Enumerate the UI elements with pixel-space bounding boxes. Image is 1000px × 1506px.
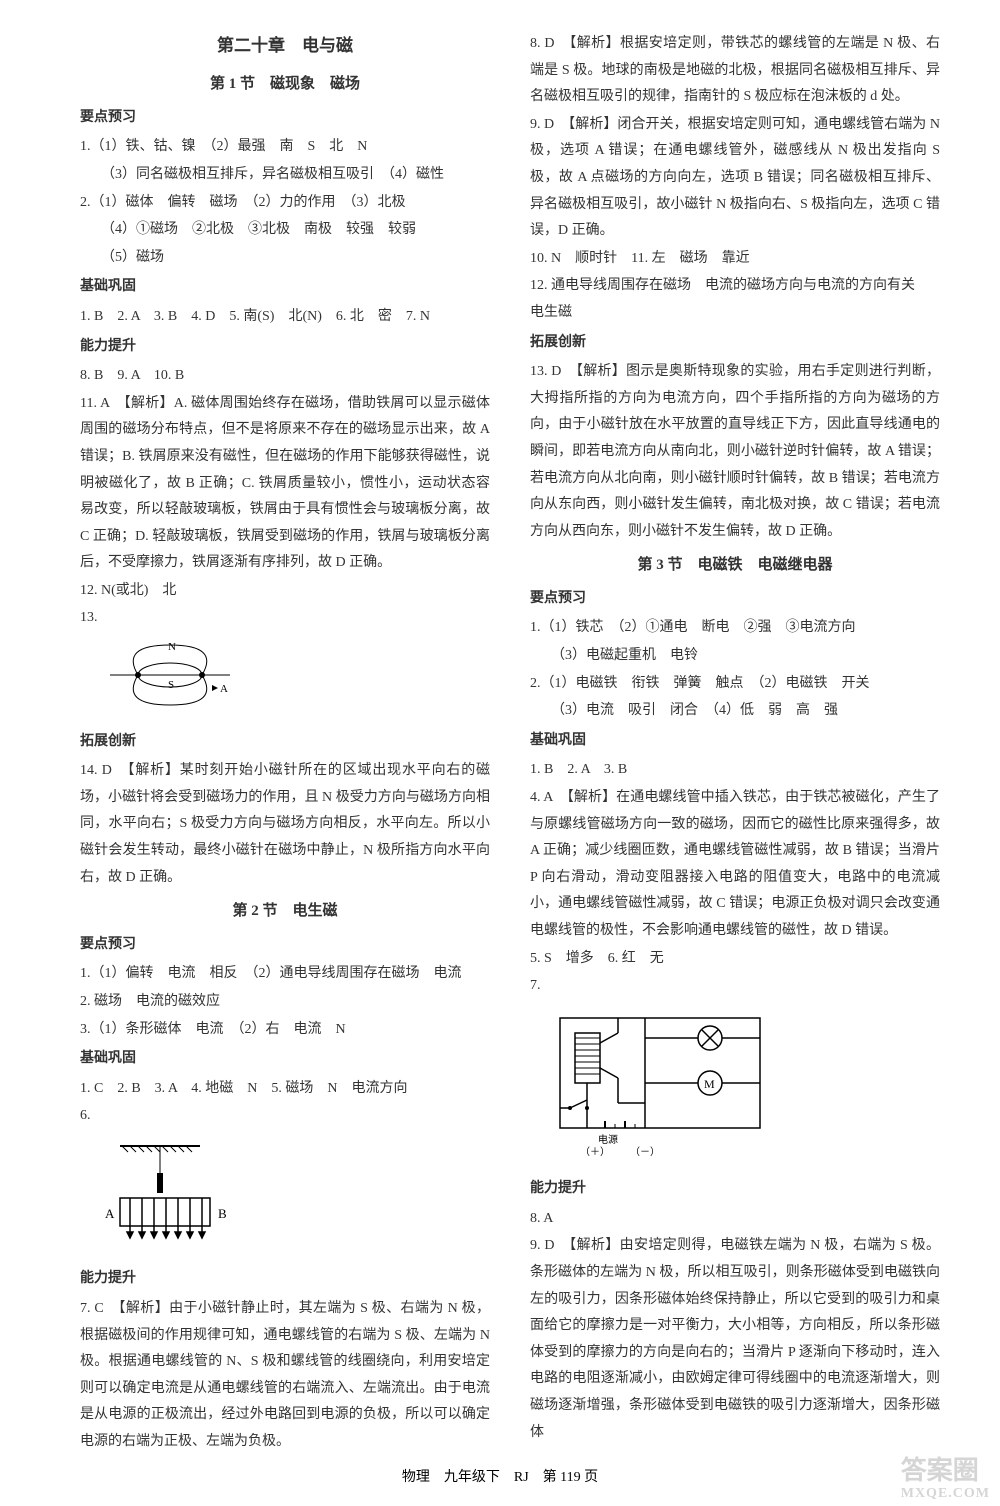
chapter-title: 第二十章 电与磁 [80, 30, 490, 62]
section-1-title: 第 1 节 磁现象 磁场 [80, 70, 490, 99]
heading-preview-2: 要点预习 [80, 932, 490, 959]
text-label: 6. [80, 1103, 490, 1130]
right-column: 8. D 【解析】根据安培定则，带铁芯的螺线管的左端是 N 极、右端是 S 极。… [530, 30, 940, 1410]
section-3-title: 第 3 节 电磁铁 电磁继电器 [530, 551, 940, 580]
text-block: 14. D 【解析】某时刻开始小磁针所在的区域出现水平向右的磁场，小磁针将会受到… [80, 758, 490, 891]
text-line: 1.（1）铁芯 （2）①通电 断电 ②强 ③电流方向 [530, 615, 940, 642]
text-line: （4）①磁场 ②北极 ③北极 南极 较强 较弱 [80, 217, 490, 244]
page-footer: 物理 九年级下 RJ 第 119 页 [0, 1466, 1000, 1486]
section-2-title: 第 2 节 电生磁 [80, 897, 490, 926]
watermark-text: 答案圈 [901, 1457, 990, 1486]
text-line: （3）电流 吸引 闭合 （4）低 弱 高 强 [530, 698, 940, 725]
text-line: 5. S 增多 6. 红 无 [530, 946, 940, 973]
text-line: 1. B 2. A 3. B 4. D 5. 南(S) 北(N) 6. 北 密 … [80, 304, 490, 331]
heading-preview: 要点预习 [80, 105, 490, 132]
label-pos: （＋） [580, 1146, 610, 1158]
label-b: B [218, 1206, 227, 1221]
text-label: 7. [530, 973, 940, 1000]
text-line: 3.（1）条形磁体 电流 （2）右 电流 N [80, 1017, 490, 1044]
heading-improve-2: 能力提升 [80, 1266, 490, 1293]
heading-preview-3: 要点预习 [530, 586, 940, 613]
circuit-diagram: M 电源 （＋） （－） [550, 1008, 940, 1169]
solenoid-diagram: A B [100, 1138, 490, 1259]
text-line: 10. N 顺时针 11. 左 磁场 靠近 [530, 246, 940, 273]
watermark: 答案圈 MXQE.COM [901, 1457, 990, 1501]
text-line: 2.（1）磁体 偏转 磁场 （2）力的作用 （3）北极 [80, 190, 490, 217]
left-column: 第二十章 电与磁 第 1 节 磁现象 磁场 要点预习 1.（1）铁、钴、镍 （2… [80, 30, 490, 1410]
text-block: 9. D 【解析】由安培定则得，电磁铁左端为 N 极，右端为 S 极。条形磁体的… [530, 1233, 940, 1446]
text-block: 13. D 【解析】图示是奥斯特现象的实验，用右手定则进行判断，大拇指所指的方向… [530, 359, 940, 545]
magnet-field-diagram: N S A [100, 640, 490, 721]
text-line: （5）磁场 [80, 245, 490, 272]
heading-improve-3: 能力提升 [530, 1176, 940, 1203]
heading-improve: 能力提升 [80, 334, 490, 361]
text-line: 8. A [530, 1206, 940, 1233]
heading-basic: 基础巩固 [80, 274, 490, 301]
text-line: 1.（1）偏转 电流 相反 （2）通电导线周围存在磁场 电流 [80, 961, 490, 988]
label-neg: （－） [630, 1146, 660, 1158]
label-s: S [168, 679, 174, 691]
text-line: （3）电磁起重机 电铃 [530, 643, 940, 670]
text-line: 1.（1）铁、钴、镍 （2）最强 南 S 北 N [80, 134, 490, 161]
text-line: 2. 磁场 电流的磁效应 [80, 989, 490, 1016]
label-m: M [704, 1077, 715, 1091]
heading-extend: 拓展创新 [80, 729, 490, 756]
text-line: 8. B 9. A 10. B [80, 363, 490, 390]
text-line: 12. 通电导线周围存在磁场 电流的磁场方向与电流的方向有关 电生磁 [530, 273, 940, 326]
text-line: 1. C 2. B 3. A 4. 地磁 N 5. 磁场 N 电流方向 [80, 1076, 490, 1103]
text-block: 9. D 【解析】闭合开关，根据安培定则可知，通电螺线管右端为 N 极，选项 A… [530, 112, 940, 245]
text-block: 7. C 【解析】由于小磁针静止时，其左端为 S 极、右端为 N 极，根据磁极间… [80, 1296, 490, 1456]
text-line: 1. B 2. A 3. B [530, 757, 940, 784]
heading-basic-3: 基础巩固 [530, 728, 940, 755]
label-a: A [220, 683, 228, 695]
label-n: N [168, 641, 176, 653]
label-src: 电源 [598, 1133, 618, 1146]
text-line: 12. N(或北) 北 [80, 578, 490, 605]
watermark-url: MXQE.COM [901, 1486, 990, 1501]
text-block: 11. A 【解析】A. 磁体周围始终存在磁场，借助铁屑可以显示磁体周围的磁场分… [80, 391, 490, 577]
text-block: 4. A 【解析】在通电螺线管中插入铁芯，由于铁芯被磁化，产生了与原螺线管磁场方… [530, 785, 940, 945]
text-line: （3）同名磁极相互排斥，异名磁极相互吸引 （4）磁性 [80, 162, 490, 189]
text-block: 8. D 【解析】根据安培定则，带铁芯的螺线管的左端是 N 极、右端是 S 极。… [530, 31, 940, 111]
text-label: 13. [80, 605, 490, 632]
text-line: 2.（1）电磁铁 衔铁 弹簧 触点 （2）电磁铁 开关 [530, 671, 940, 698]
label-a: A [105, 1206, 115, 1221]
heading-basic-2: 基础巩固 [80, 1046, 490, 1073]
heading-extend-2: 拓展创新 [530, 330, 940, 357]
